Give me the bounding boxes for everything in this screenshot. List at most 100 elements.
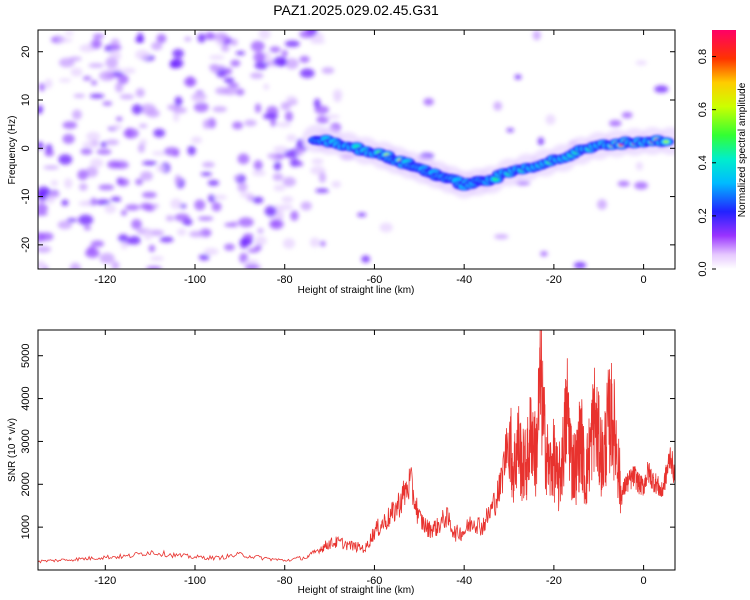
noise-blob: [197, 216, 214, 221]
noise-blob: [117, 74, 129, 85]
x-tick-label: -100: [184, 274, 206, 286]
noise-blob: [82, 75, 92, 81]
noise-blob: [156, 33, 167, 44]
noise-blob: [71, 109, 82, 120]
noise-blob: [318, 172, 327, 183]
noise-blob: [506, 128, 514, 133]
x-tick-label: -40: [456, 575, 472, 587]
spectrogram-y-label: Frequency (Hz): [7, 116, 18, 185]
y-tick-label: 0: [20, 145, 32, 151]
noise-blob: [128, 235, 141, 245]
noise-blob: [282, 238, 296, 249]
noise-blob: [515, 181, 531, 186]
noise-blob: [38, 211, 49, 216]
noise-blob: [207, 180, 220, 186]
noise-blob: [357, 212, 367, 217]
noise-blob: [78, 200, 94, 207]
y-tick-label: 10: [20, 94, 32, 106]
colorbar-tick-label: 0.6: [697, 102, 709, 117]
noise-blob: [545, 114, 556, 125]
spectrogram-frame: [37, 29, 676, 270]
noise-blob: [361, 255, 371, 263]
noise-blob: [58, 154, 73, 165]
noise-blob: [174, 174, 182, 186]
noise-blob: [654, 85, 669, 93]
noise-blob: [165, 215, 175, 222]
colorbar-gradient: [712, 30, 736, 269]
noise-blob: [172, 106, 187, 114]
noise-blob: [239, 192, 253, 198]
noise-blob: [38, 105, 44, 112]
noise-blob: [423, 98, 434, 106]
noise-blob: [146, 266, 162, 269]
noise-blob: [78, 214, 94, 226]
noise-blob: [107, 160, 121, 169]
noise-blob: [115, 82, 124, 93]
noise-blob: [88, 63, 104, 68]
figure-title: PAZ1.2025.029.02.45.G31: [273, 2, 439, 18]
x-tick-label: 0: [641, 274, 647, 286]
y-tick-label: 2000: [20, 472, 32, 496]
x-tick-label: -120: [94, 274, 116, 286]
noise-blob: [118, 234, 129, 243]
noise-blob: [634, 181, 649, 190]
noise-blob: [187, 145, 196, 156]
noise-blob: [141, 191, 157, 199]
snr-y-ticks: 1000 2000 3000 4000 5000: [20, 343, 675, 539]
noise-blob: [77, 169, 89, 181]
noise-blob: [250, 72, 264, 79]
noise-blob: [38, 245, 52, 253]
noise-blob: [254, 61, 268, 70]
noise-blob: [90, 80, 98, 86]
noise-blob: [216, 38, 224, 47]
noise-blob: [230, 38, 238, 46]
noise-blob: [635, 161, 644, 171]
x-tick-label: -80: [277, 274, 293, 286]
noise-blob: [281, 196, 294, 203]
colorbar-label: Normalized spectral amplitude: [737, 82, 748, 217]
noise-blob: [262, 113, 279, 120]
colorbar: 0.0 0.2 0.4 0.6 0.8 Normalized spectral ampl…: [697, 30, 748, 277]
noise-blob: [319, 240, 326, 247]
y-tick-label: 5000: [20, 343, 32, 367]
noise-blob: [99, 252, 115, 264]
x-tick-label: -100: [184, 575, 206, 587]
noise-blob: [221, 44, 230, 52]
noise-blob: [140, 171, 153, 181]
noise-blob: [111, 261, 120, 269]
noise-blob: [62, 121, 78, 130]
noise-blob: [537, 137, 544, 146]
noise-blob: [227, 82, 239, 89]
noise-blob: [58, 57, 75, 68]
noise-blob: [73, 93, 86, 98]
noise-blob: [315, 188, 330, 193]
noise-blob: [104, 203, 117, 214]
noise-blob: [233, 175, 241, 180]
noise-blob: [273, 184, 286, 192]
y-tick-label: 4000: [20, 386, 32, 410]
snr-series-line: [38, 330, 675, 564]
x-tick-label: -20: [546, 575, 562, 587]
noise-blob: [172, 48, 184, 59]
noise-blob: [50, 180, 59, 187]
y-tick-label: -20: [20, 237, 32, 253]
noise-blob: [105, 57, 119, 69]
x-tick-label: -80: [277, 575, 293, 587]
noise-blob: [170, 198, 182, 210]
noise-blob: [264, 205, 277, 217]
noise-blob: [85, 166, 98, 178]
spectrogram-x-ticks: -120 -100 -80 -60 -40 -20 0: [94, 30, 647, 286]
noise-blob: [69, 262, 81, 269]
noise-blob: [91, 38, 102, 50]
noise-blob: [267, 153, 279, 159]
noise-blob: [282, 176, 296, 187]
noise-blob: [273, 161, 282, 171]
noise-blob: [299, 55, 310, 63]
noise-blob: [90, 240, 105, 248]
noise-blob: [153, 128, 166, 138]
noise-blob: [142, 160, 158, 166]
noise-blob: [105, 139, 120, 146]
noise-blob: [44, 149, 55, 157]
y-tick-label: -10: [20, 189, 32, 205]
